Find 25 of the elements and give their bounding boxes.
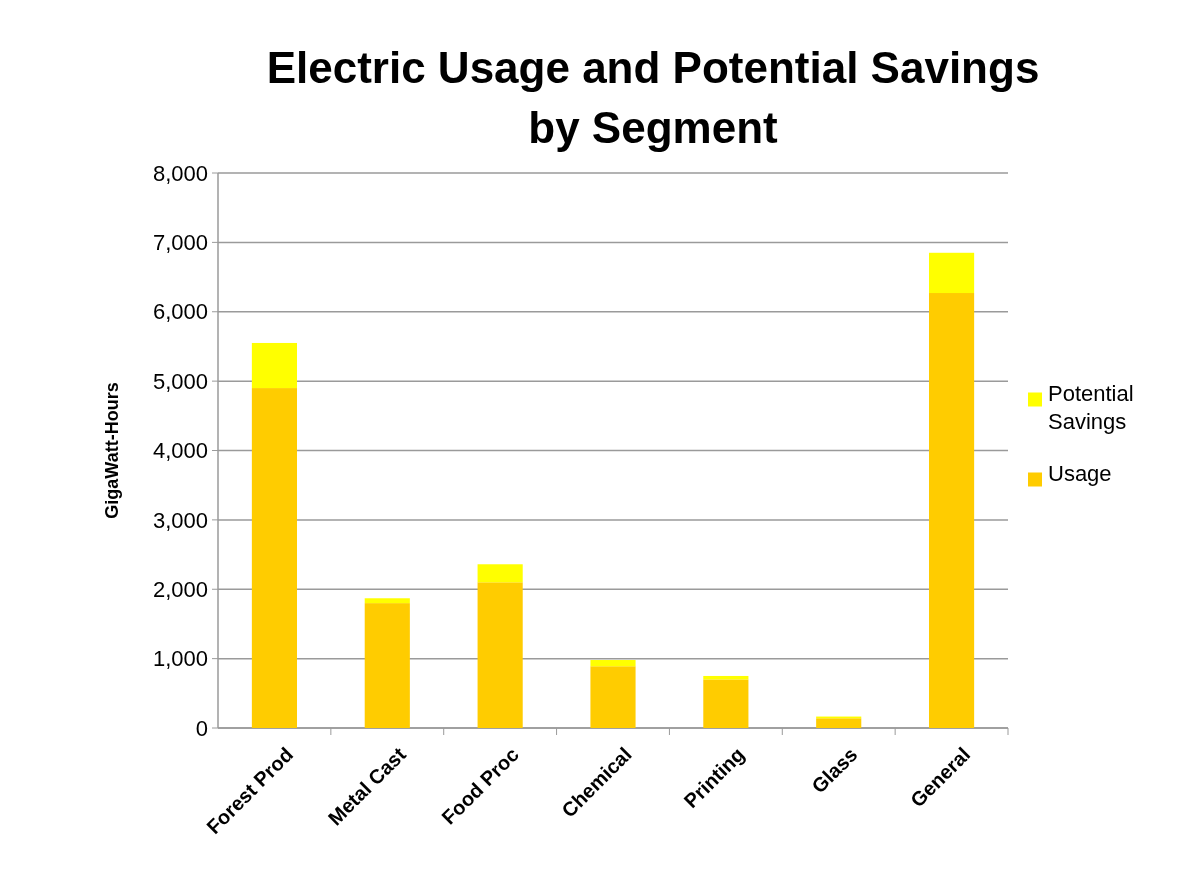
bar — [929, 293, 975, 728]
chart-title: Electric Usage and Potential Savings by Segment — [266, 43, 1040, 152]
y-tick-label: 3,000 — [152, 507, 208, 533]
bar — [364, 603, 410, 728]
y-tick-label: 8,000 — [152, 160, 208, 186]
bar — [816, 718, 862, 728]
y-tick-label: 4,000 — [152, 438, 208, 464]
y-tick-label: 0 — [195, 715, 208, 741]
y-axis-title: GigaWatt-Hours — [102, 382, 122, 519]
bar — [703, 679, 749, 728]
bar — [590, 666, 636, 728]
bar — [590, 660, 636, 667]
bar — [477, 582, 523, 728]
legend-label: Usage — [1048, 460, 1112, 486]
y-tick-label: 1,000 — [152, 646, 208, 672]
bar — [477, 564, 523, 583]
y-tick-label: 2,000 — [152, 576, 208, 602]
y-tick-label: 5,000 — [152, 368, 208, 394]
legend-label: Potential Savings — [1048, 380, 1134, 434]
bar — [929, 252, 975, 294]
y-tick-label: 6,000 — [152, 299, 208, 325]
y-tick-label: 7,000 — [152, 230, 208, 256]
bar — [251, 388, 297, 728]
bar — [251, 342, 297, 389]
bar — [364, 598, 410, 604]
